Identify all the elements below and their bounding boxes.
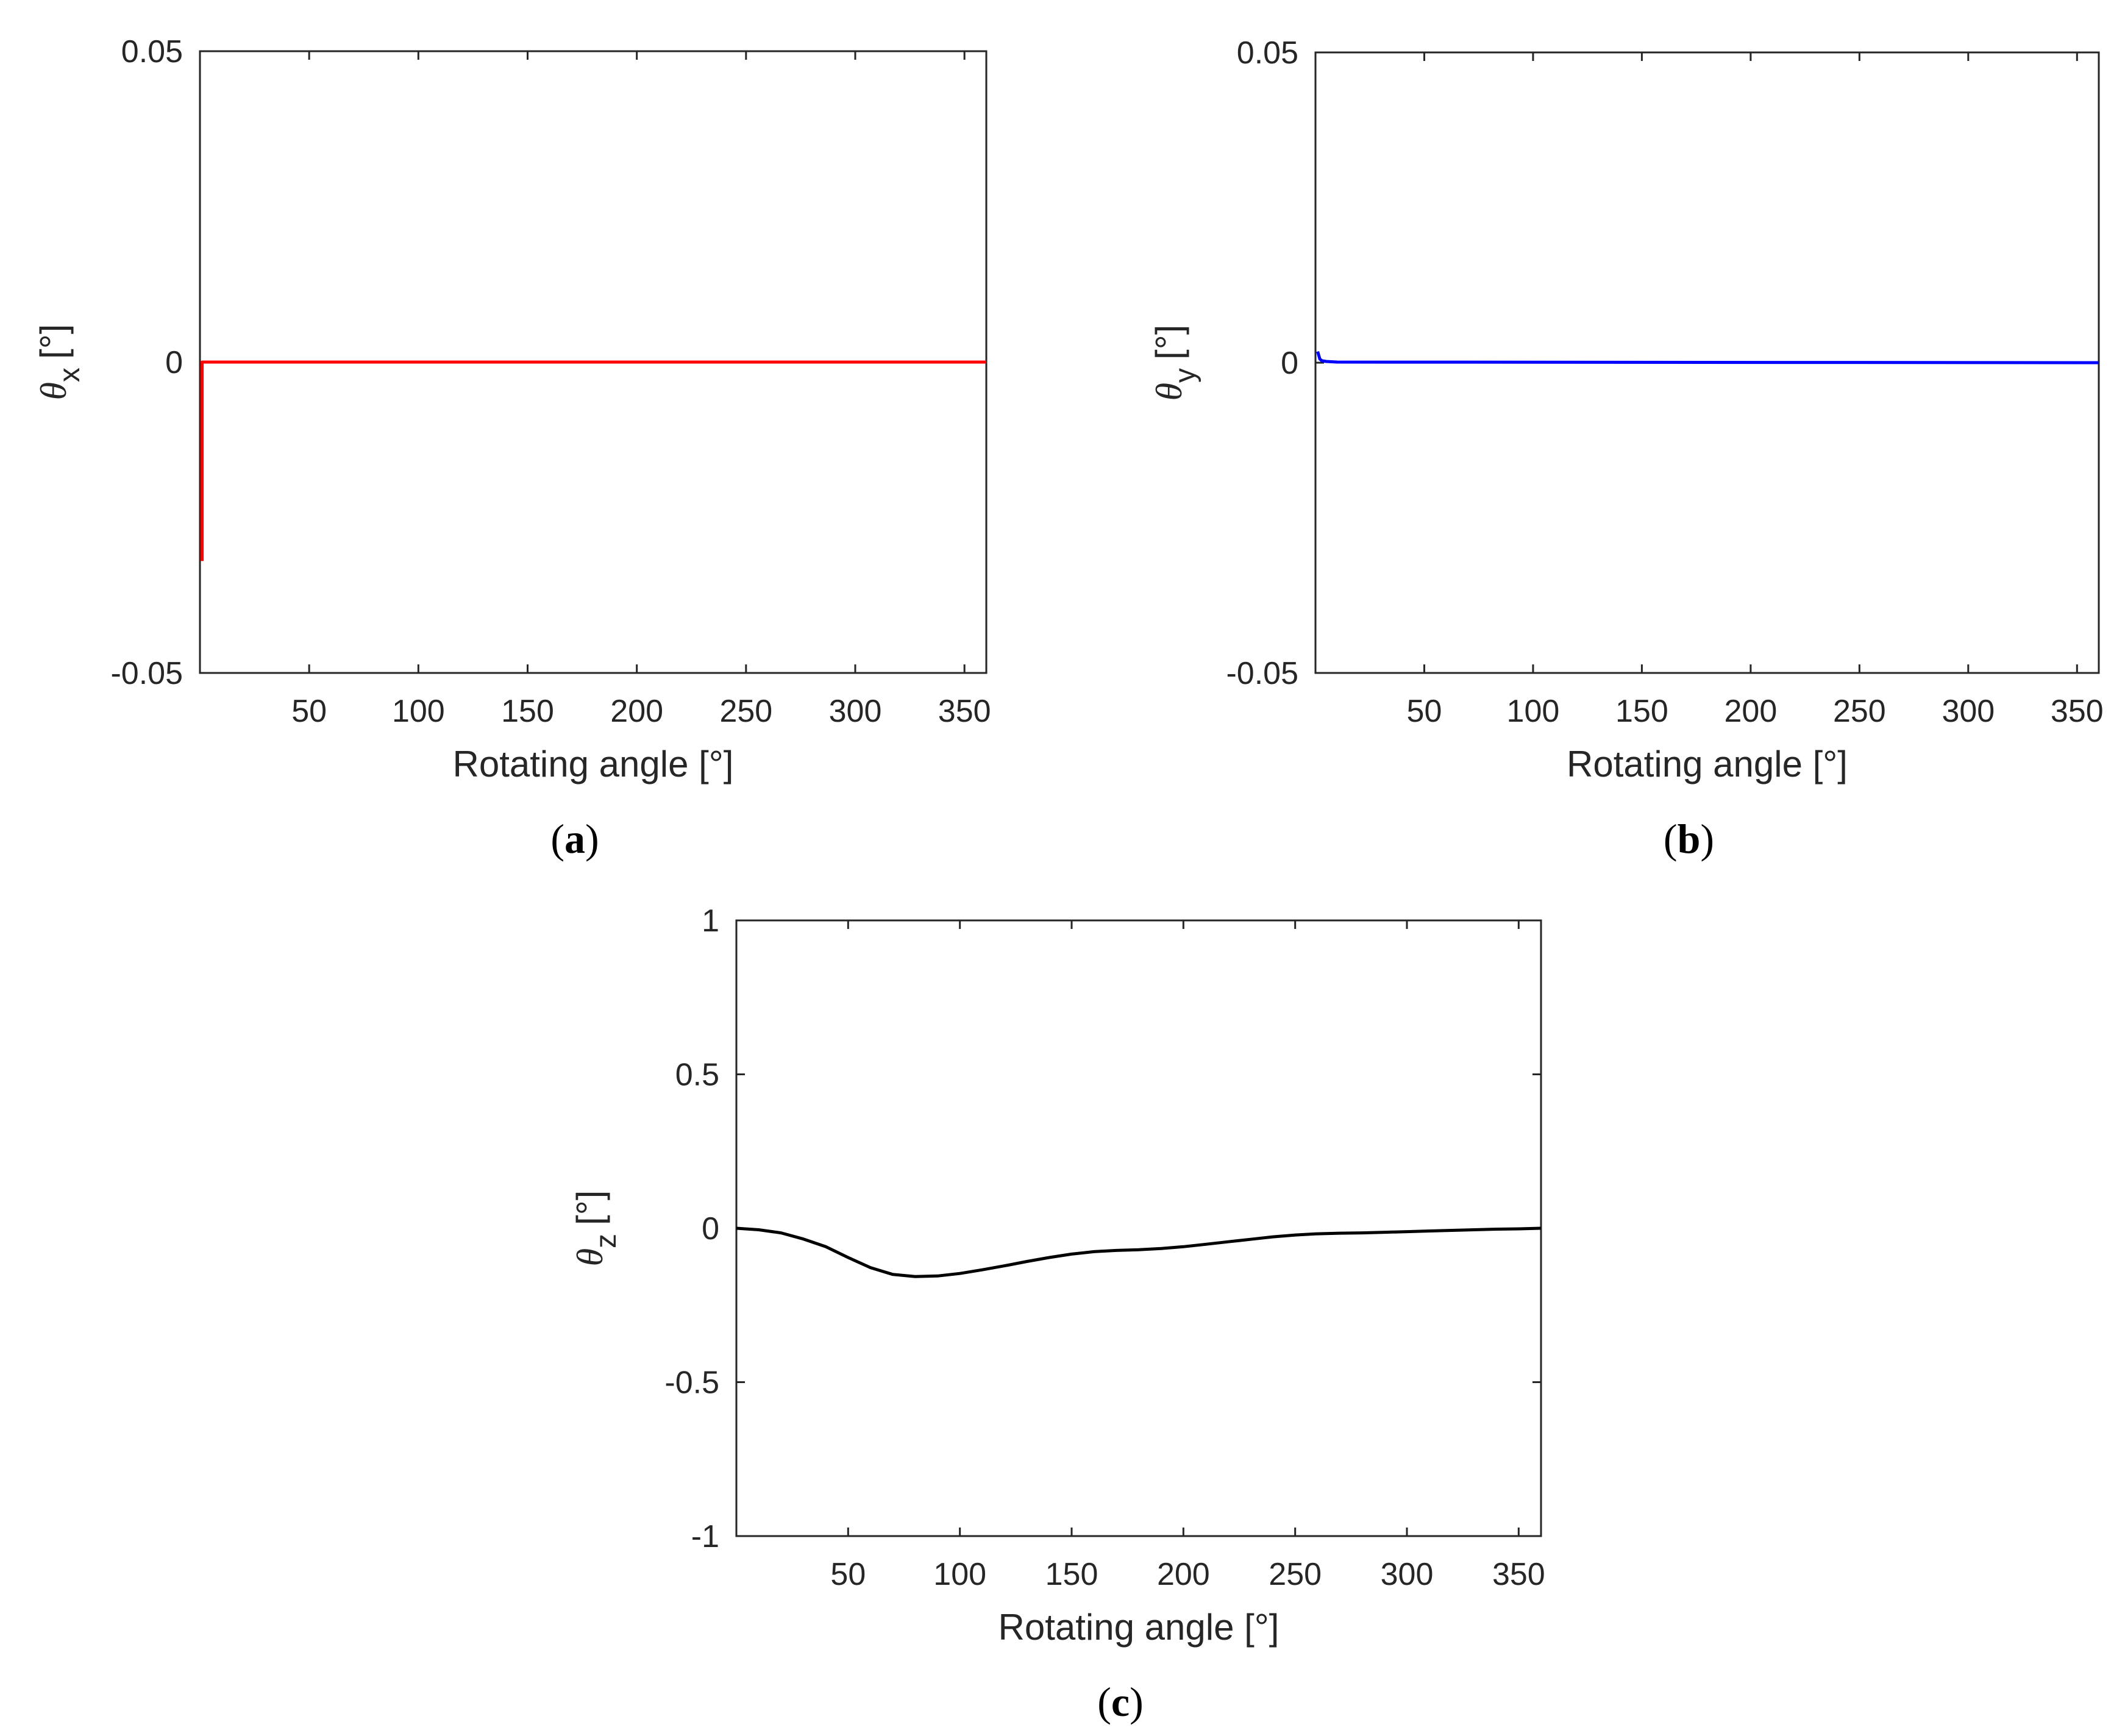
x-tick-label: 50 — [291, 694, 327, 729]
x-tick-label: 150 — [501, 694, 554, 729]
x-tick-label: 150 — [1615, 694, 1668, 729]
y-label-symbol: θ — [1149, 383, 1189, 400]
y-label-unit: [°] — [33, 324, 74, 359]
x-tick-label: 350 — [938, 694, 991, 729]
panel-label: (c) — [1097, 1679, 1144, 1725]
y-tick-label: 0 — [1281, 346, 1298, 381]
panel-label-close: ) — [1700, 816, 1714, 862]
y-label-subscript: z — [590, 1234, 622, 1248]
axis-ticks: 50 100 150 200 250 300 350 -0.05 0 0.05 — [1226, 35, 2103, 729]
panel-label-letter: c — [1111, 1679, 1130, 1725]
y-tick-label: 0 — [702, 1211, 719, 1247]
y-tick-label: 0.05 — [121, 34, 183, 69]
x-tick-label: 100 — [392, 694, 445, 729]
x-tick-label: 250 — [719, 694, 772, 729]
y-axis-label: θz [°] — [569, 1190, 622, 1267]
y-axis-label: θy [°] — [1148, 325, 1201, 401]
x-tick-label: 200 — [610, 694, 663, 729]
x-tick-label: 300 — [829, 694, 882, 729]
panel-label: (a) — [550, 816, 599, 862]
panel-label-close: ) — [1130, 1679, 1144, 1725]
x-tick-label: 350 — [1492, 1557, 1545, 1592]
x-axis-label: Rotating angle [°] — [1567, 744, 1848, 784]
x-tick-label: 150 — [1045, 1557, 1098, 1592]
x-tick-label: 50 — [1407, 694, 1442, 729]
panel-c: 50 100 150 200 250 300 350 -1 -0.5 0 0.5 1 Rotating… — [569, 903, 1545, 1725]
axis-ticks: 50 100 150 200 250 300 350 -0.05 0 0.05 — [110, 34, 991, 729]
y-tick-label: -0.5 — [664, 1365, 719, 1401]
y-tick-label: 1 — [702, 903, 719, 939]
panel-label-letter: a — [564, 816, 585, 862]
x-tick-label: 100 — [933, 1557, 986, 1592]
y-label-symbol: θ — [570, 1248, 610, 1266]
y-tick-label: 0 — [165, 345, 183, 380]
y-tick-label: 0.05 — [1237, 35, 1298, 71]
y-axis-label: θx [°] — [33, 324, 86, 400]
y-label-subscript: x — [54, 368, 86, 382]
x-tick-label: 300 — [1381, 1557, 1434, 1592]
plot-frame — [735, 919, 1542, 1537]
series-lines — [1316, 350, 2099, 365]
x-tick-label: 50 — [830, 1557, 866, 1592]
panel-b: 50 100 150 200 250 300 350 -0.05 0 0.05 Rotating … — [1148, 35, 2104, 862]
series-line — [1316, 350, 2099, 365]
y-tick-label: -0.05 — [110, 656, 183, 691]
y-label-unit: [°] — [569, 1190, 610, 1225]
panel-label-open: ( — [550, 816, 564, 862]
x-tick-label: 350 — [2051, 694, 2104, 729]
y-label-subscript: y — [1169, 368, 1201, 383]
x-tick-label: 300 — [1942, 694, 1995, 729]
panel-label-letter: b — [1678, 816, 1701, 862]
panel-label-close: ) — [585, 816, 599, 862]
panel-label: (b) — [1664, 816, 1714, 862]
panel-a: 50 100 150 200 250 300 350 -0.05 0 0.05 Rotating … — [33, 34, 991, 862]
series-line — [201, 360, 986, 561]
y-label-unit: [°] — [1148, 325, 1189, 360]
series-line — [736, 1226, 1542, 1278]
panel-label-open: ( — [1097, 1679, 1111, 1725]
x-tick-label: 100 — [1507, 694, 1560, 729]
x-axis-label: Rotating angle [°] — [453, 744, 734, 784]
x-tick-label: 200 — [1157, 1557, 1210, 1592]
panel-label-open: ( — [1664, 816, 1678, 862]
x-tick-label: 250 — [1833, 694, 1886, 729]
x-tick-label: 200 — [1725, 694, 1778, 729]
y-tick-label: -0.05 — [1226, 656, 1298, 691]
series-lines — [736, 1226, 1542, 1278]
x-axis-label: Rotating angle [°] — [998, 1607, 1280, 1648]
series-lines — [201, 360, 986, 561]
y-tick-label: -1 — [691, 1519, 719, 1554]
y-label-symbol: θ — [34, 382, 74, 400]
y-tick-label: 0.5 — [675, 1058, 719, 1093]
x-tick-label: 250 — [1269, 1557, 1322, 1592]
axis-ticks: 50 100 150 200 250 300 350 -1 -0.5 0 0.5 1 — [664, 903, 1545, 1592]
